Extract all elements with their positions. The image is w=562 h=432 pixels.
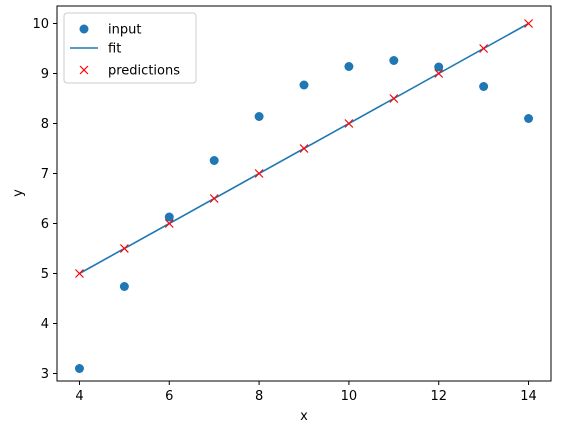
prediction-point: [164, 219, 174, 228]
x-tick-label: 12: [430, 389, 447, 404]
prediction-point: [389, 94, 399, 103]
input-point: [74, 364, 84, 373]
legend-marker-input: [79, 24, 89, 34]
marks: [74, 19, 534, 373]
legend-label-predictions: predictions: [108, 64, 180, 79]
prediction-point: [344, 119, 354, 128]
y-tick-label: 8: [41, 117, 49, 132]
prediction-point: [119, 244, 129, 253]
prediction-point: [434, 69, 444, 78]
y-tick-label: 3: [41, 367, 49, 382]
y-axis-label: y: [11, 189, 26, 197]
x-tick-label: 4: [75, 389, 83, 404]
prediction-point: [75, 269, 84, 278]
y-tick-label: 10: [32, 17, 49, 32]
input-point: [389, 56, 399, 65]
legend: input fit predictions: [63, 12, 197, 84]
x-axis-label: x: [300, 409, 308, 424]
input-point: [434, 62, 444, 72]
legend-label-input: input: [108, 23, 141, 38]
prediction-point: [299, 144, 309, 153]
x-tick-label: 10: [341, 389, 358, 404]
input-point: [299, 80, 309, 90]
input-point: [209, 156, 219, 165]
plot-frame: [56, 5, 552, 382]
prediction-point: [209, 194, 219, 203]
y-tick-label: 5: [41, 267, 49, 282]
x-tick-label: 6: [165, 389, 173, 404]
input-point: [254, 112, 264, 121]
input-point: [479, 82, 489, 91]
prediction-point: [479, 44, 489, 53]
ticks: 4 6 8 10 12 14 3 4 5 6 7 8 9 10: [32, 17, 536, 404]
y-tick-label: 4: [41, 317, 49, 332]
input-point: [524, 114, 534, 123]
input-point: [344, 62, 354, 71]
y-tick-label: 7: [41, 167, 49, 182]
x-tick-label: 14: [520, 389, 537, 404]
legend-marker-predictions: [79, 65, 89, 75]
input-point: [164, 212, 174, 222]
input-point: [119, 282, 129, 291]
prediction-point: [524, 19, 533, 28]
prediction-point: [254, 169, 264, 178]
x-tick-label: 8: [255, 389, 263, 404]
legend-label-fit: fit: [108, 42, 121, 57]
legend-box: [63, 12, 197, 84]
y-tick-label: 9: [41, 67, 49, 82]
y-tick-label: 6: [41, 217, 49, 232]
